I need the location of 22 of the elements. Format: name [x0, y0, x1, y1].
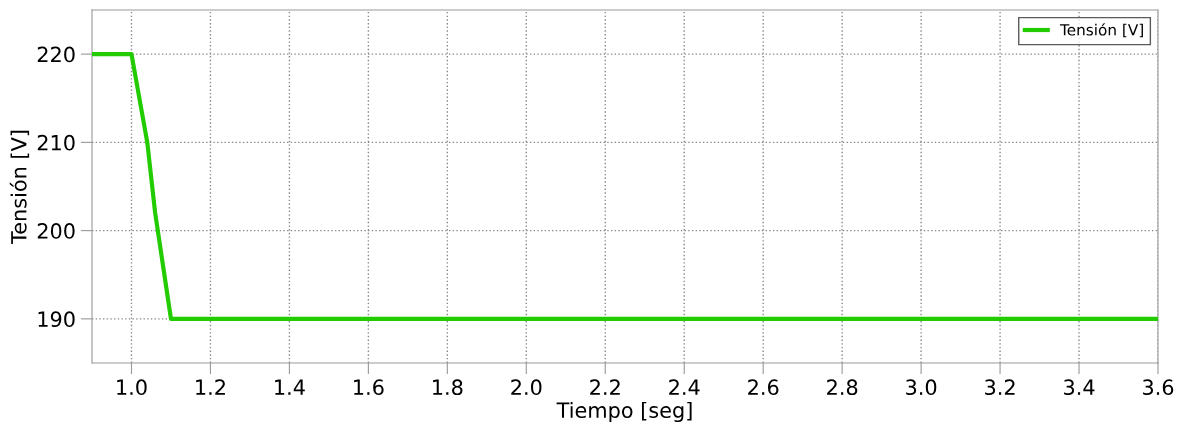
- y-tick-label: 190: [38, 311, 75, 328]
- x-tick-label: 3.6: [1143, 379, 1174, 396]
- x-tick-label: 2.2: [590, 379, 620, 395]
- y-tick-label: 220: [37, 46, 75, 63]
- x-tick-label: 2.0: [511, 379, 542, 396]
- x-tick-label: 1.6: [354, 379, 384, 396]
- x-tick-label: 3.4: [1064, 379, 1095, 396]
- x-tick-label: 2.4: [669, 379, 700, 395]
- legend-label: Tensión [V]: [1059, 23, 1143, 38]
- x-tick-label: 2.8: [827, 379, 858, 396]
- x-tick-label: 1.4: [275, 379, 305, 395]
- x-tick-label: 2.6: [748, 379, 779, 396]
- x-tick-label: 1.2: [196, 379, 225, 395]
- y-tick-label: 210: [37, 134, 75, 151]
- x-tick-label: 3.2: [985, 379, 1015, 396]
- x-tick-label: 3.0: [906, 379, 937, 396]
- y-tick-label: 200: [37, 223, 75, 239]
- x-tick-label: 1.0: [117, 379, 147, 396]
- x-tick-label: 1.8: [433, 379, 463, 396]
- line-series: [92, 52, 1158, 321]
- x-axis-title: Tiempo [seg]: [556, 401, 692, 423]
- y-axis-title: Tensión [V]: [9, 130, 30, 245]
